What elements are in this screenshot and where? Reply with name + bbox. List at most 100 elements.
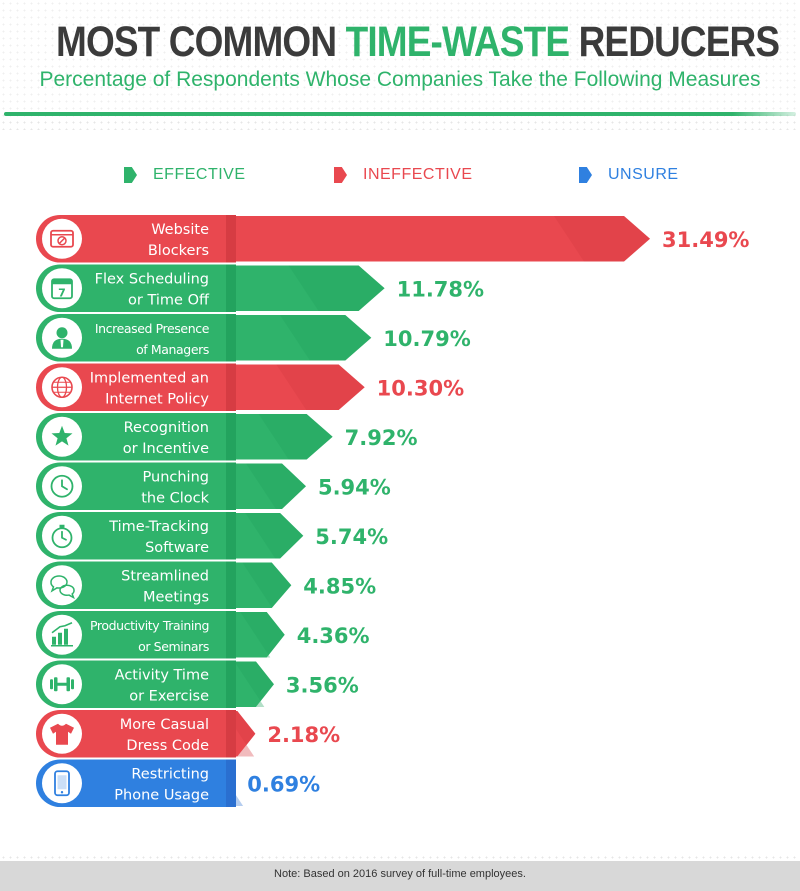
category-label: or Time Off: [128, 292, 210, 308]
category-label: the Clock: [141, 490, 209, 506]
value-label: 2.18%: [267, 723, 340, 747]
header-background: [0, 0, 800, 120]
bar-ineffective: [226, 216, 650, 262]
t-shirt-shape: [50, 723, 74, 745]
footer-bar: [0, 861, 800, 891]
bar-effective: [226, 315, 372, 361]
category-label: Increased Presence: [95, 321, 210, 336]
bar-effective: [226, 513, 304, 559]
category-label: or Incentive: [123, 441, 209, 457]
phone-screen-shape: [57, 775, 67, 790]
legend-item-effective: EFFECTIVE: [124, 164, 246, 186]
bar-effective: [226, 612, 285, 658]
legend-swatch-unsure: [579, 167, 592, 183]
bar-fold-shade: [245, 463, 306, 509]
clock-face-shape: [50, 474, 74, 498]
category-panel-fill: [60, 264, 226, 312]
value-label: 31.49%: [662, 228, 749, 252]
bar-fold-shade: [245, 513, 304, 559]
value-label: 10.79%: [383, 327, 470, 351]
title-suffix: REDUCERS: [569, 18, 781, 66]
calendar-day-text: 7: [58, 286, 66, 299]
dumbbell-plate-shape: [71, 679, 74, 690]
category-panel-fill: [60, 215, 226, 263]
clock-hands-shape: [61, 479, 68, 491]
category-strip: [226, 363, 236, 411]
chat-bubble-right-shape: [59, 584, 75, 600]
category-strip: [226, 215, 236, 263]
legend-item-unsure: UNSURE: [579, 164, 679, 186]
category-strip: [226, 611, 236, 659]
star-icon: [51, 425, 73, 446]
legend-swatch-ineffective: [334, 167, 347, 183]
bar-fold-shade: [554, 216, 650, 262]
category-label: Productivity Training: [90, 618, 209, 633]
icon-badge: [42, 763, 82, 804]
t-shirt-icon: [50, 723, 74, 745]
manager-tie-shape: [60, 339, 64, 348]
icon-badge: [42, 218, 82, 259]
legend-label-unsure: UNSURE: [608, 166, 679, 183]
category-label: Restricting: [131, 766, 209, 782]
category-label: Implemented an: [90, 370, 209, 386]
bar-fold-shade: [240, 612, 285, 658]
icon-bar-shape: [64, 628, 68, 645]
icon-bar-shape: [58, 632, 62, 645]
title-underline: [4, 112, 796, 116]
dumbbell-plate-shape: [50, 679, 53, 690]
legend-item-ineffective: INEFFECTIVE: [334, 164, 473, 186]
block-slash-shape: [58, 237, 66, 245]
value-label: 4.36%: [297, 624, 370, 648]
stopwatch-hands-shape: [61, 530, 67, 541]
bar-effective: [226, 463, 306, 509]
category-label: Internet Policy: [105, 391, 209, 407]
category-panel-fill: [60, 561, 226, 609]
browser-window-shape: [50, 229, 74, 248]
category-strip: [226, 462, 236, 510]
chat-bubbles-icon: [50, 575, 75, 600]
footer-note: Note: Based on 2016 survey of full-time …: [274, 868, 526, 880]
bar-fold-shade: [288, 265, 385, 311]
stopwatch-button-shape: [59, 524, 65, 528]
category-label: Dress Code: [126, 738, 209, 754]
title-highlight: TIME-WASTE: [345, 18, 570, 66]
bar-chart-icon: [51, 622, 73, 647]
phone-button-shape: [60, 791, 64, 794]
globe-icon: [51, 376, 73, 399]
value-label: 7.92%: [345, 426, 418, 450]
dumbbell-bar-shape: [57, 682, 67, 686]
block-circle-shape: [57, 236, 67, 246]
value-label: 4.85%: [303, 574, 376, 598]
value-label: 3.56%: [286, 673, 359, 697]
icon-badge: [42, 565, 82, 606]
category-panel-fill: [60, 512, 226, 560]
dumbbell-plate-shape: [54, 677, 58, 692]
value-label: 5.74%: [315, 525, 388, 549]
bar-fold-shade: [279, 315, 372, 361]
value-label: 0.69%: [247, 772, 320, 796]
clock-icon: [50, 474, 74, 498]
category-label: Recognition: [124, 420, 209, 436]
bar-effective: [226, 265, 385, 311]
bar-fold-shade: [258, 414, 333, 460]
category-strip: [226, 314, 236, 362]
value-label: 10.30%: [377, 376, 464, 400]
legend-label-effective: EFFECTIVE: [153, 166, 246, 183]
category-strip: [226, 710, 236, 758]
category-label: Meetings: [143, 589, 209, 605]
category-label: Punching: [143, 469, 209, 485]
phone-body-shape: [54, 770, 70, 797]
bar-effective: [226, 562, 292, 608]
manager-icon: [52, 327, 72, 349]
dumbbell-plate-shape: [66, 677, 70, 692]
category-label: of Managers: [136, 342, 209, 357]
bar-fold-shade: [276, 364, 365, 410]
category-label: Blockers: [148, 243, 209, 259]
phone-icon: [54, 770, 70, 797]
stopwatch-face-shape: [51, 527, 73, 549]
category-label: Streamlined: [121, 568, 209, 584]
category-label: Time-Tracking: [108, 519, 209, 535]
category-panel-fill: [60, 462, 226, 510]
chart-subtitle: Percentage of Respondents Whose Companie…: [39, 68, 761, 91]
